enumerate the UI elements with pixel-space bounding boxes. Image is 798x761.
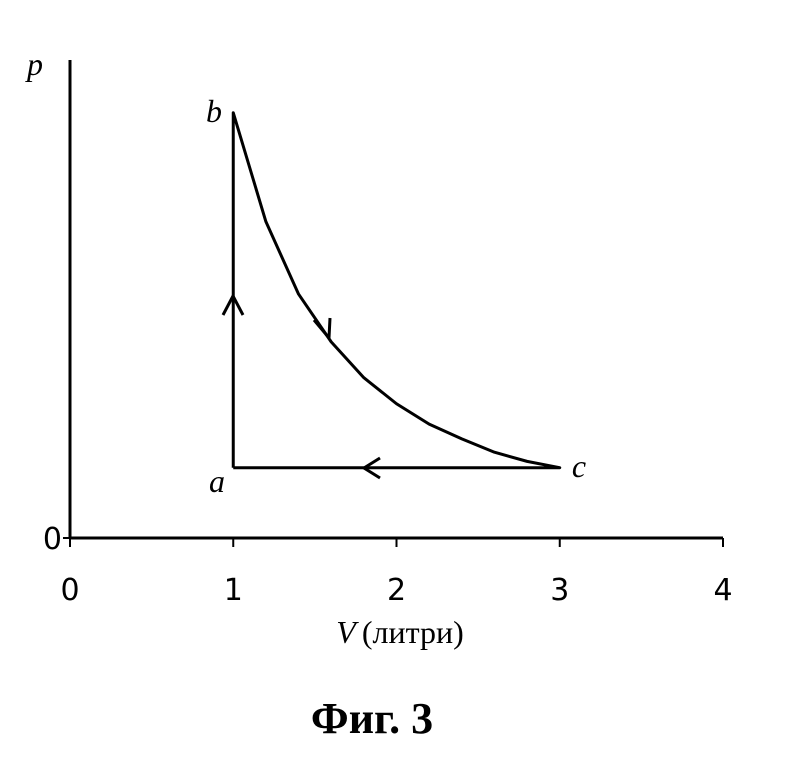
x-tick-label: 4	[713, 573, 732, 608]
x-tick-label: 3	[550, 573, 569, 608]
x-axis-symbol: V	[336, 614, 359, 650]
x-tick-label: 0	[60, 573, 79, 608]
point-label: c	[572, 448, 586, 484]
y-axis-label: p	[25, 46, 43, 82]
x-axis-unit: (литри)	[362, 614, 464, 650]
caption: Фиг. 3	[311, 694, 433, 743]
point-label: a	[209, 463, 225, 499]
y-tick-label: 0	[43, 522, 62, 557]
x-tick-label: 2	[387, 573, 406, 608]
cycle-line	[231, 111, 562, 470]
point-label: b	[206, 93, 222, 129]
x-tick-label: 1	[224, 573, 243, 608]
x-axis-label: V (литри)	[336, 614, 463, 650]
